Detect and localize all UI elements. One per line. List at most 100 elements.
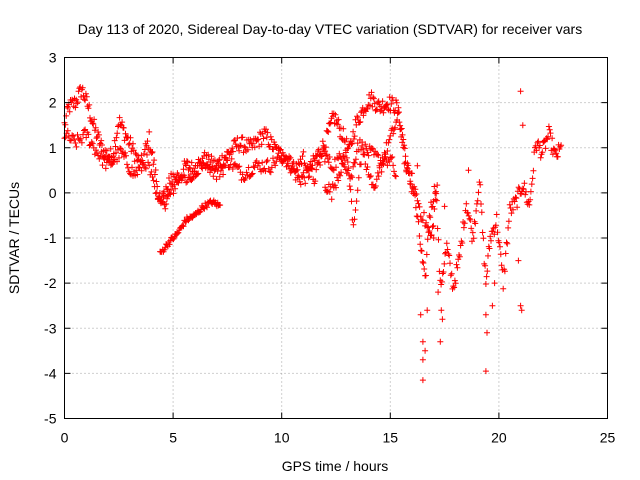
data-point <box>424 236 431 243</box>
data-point <box>484 268 491 275</box>
data-point <box>267 133 274 140</box>
data-point <box>375 152 382 159</box>
data-point <box>329 166 336 173</box>
data-point <box>389 154 396 160</box>
data-point <box>145 159 152 166</box>
data-point <box>100 154 107 161</box>
data-point <box>358 109 365 116</box>
data-point <box>482 368 489 375</box>
data-point <box>542 145 549 152</box>
data-point <box>336 150 343 157</box>
data-point <box>345 165 352 172</box>
x-tick-label: 15 <box>383 430 399 446</box>
data-point <box>164 195 170 202</box>
x-tick-label: 20 <box>491 430 507 446</box>
data-point <box>341 153 347 160</box>
data-point <box>333 164 339 171</box>
data-point <box>296 178 303 185</box>
data-point <box>99 142 105 148</box>
data-point <box>438 281 445 288</box>
data-point <box>74 100 80 107</box>
data-point <box>180 166 187 173</box>
data-point <box>386 136 393 143</box>
data-point <box>430 222 437 229</box>
data-point <box>400 144 407 151</box>
data-point <box>87 114 93 121</box>
data-point <box>476 179 483 186</box>
data-point <box>378 168 385 175</box>
data-point <box>426 212 433 219</box>
data-point <box>338 169 345 176</box>
data-point <box>224 157 231 164</box>
data-point <box>373 176 380 183</box>
data-point <box>144 138 151 145</box>
data-point <box>379 98 386 105</box>
data-point <box>352 156 359 163</box>
data-point <box>296 174 303 181</box>
data-point <box>335 177 342 184</box>
data-point <box>216 173 223 180</box>
data-point <box>146 162 153 169</box>
data-point <box>107 145 114 152</box>
data-point <box>80 131 86 138</box>
data-point <box>82 97 89 104</box>
data-point <box>424 307 431 314</box>
y-tick-label: -2 <box>44 275 57 291</box>
y-tick-label: -5 <box>44 411 57 427</box>
data-point <box>205 156 212 163</box>
data-point <box>93 147 99 154</box>
data-point <box>62 134 69 141</box>
data-point <box>479 229 486 236</box>
data-point <box>465 212 472 219</box>
data-point <box>228 155 235 162</box>
data-point <box>492 222 499 229</box>
data-point <box>349 174 356 181</box>
data-point <box>370 95 377 102</box>
data-point <box>183 162 190 169</box>
data-point <box>486 245 493 252</box>
data-point <box>287 154 294 161</box>
data-point <box>66 108 73 115</box>
data-point <box>498 262 505 269</box>
data-point <box>240 149 247 156</box>
data-point <box>204 165 211 172</box>
data-point <box>210 173 217 180</box>
data-point <box>517 302 524 309</box>
data-point <box>316 159 323 166</box>
data-point <box>155 193 162 200</box>
data-point <box>380 161 387 168</box>
data-point <box>283 153 289 160</box>
data-point <box>351 133 358 140</box>
data-point <box>437 338 444 345</box>
data-point <box>456 253 463 260</box>
data-point <box>333 184 339 191</box>
data-point <box>112 143 119 150</box>
data-point <box>250 140 256 147</box>
data-point <box>170 236 177 242</box>
data-point <box>407 178 414 185</box>
data-point <box>91 116 98 123</box>
data-point <box>319 138 326 145</box>
data-point <box>265 165 272 172</box>
data-point <box>305 174 312 181</box>
data-point <box>474 197 481 204</box>
data-point <box>344 159 351 165</box>
data-point <box>545 133 551 140</box>
data-point <box>159 198 165 205</box>
data-point <box>487 233 494 240</box>
data-point <box>431 206 438 212</box>
data-point <box>267 169 274 176</box>
data-point <box>405 162 412 169</box>
data-point <box>184 178 191 185</box>
data-point <box>522 191 529 198</box>
data-point <box>526 201 533 208</box>
data-point <box>412 192 419 199</box>
data-point <box>392 172 398 179</box>
data-point <box>419 338 426 345</box>
data-point <box>390 130 397 137</box>
data-point <box>363 145 370 152</box>
data-point <box>422 347 429 354</box>
data-point <box>430 235 437 241</box>
data-point <box>472 220 479 227</box>
